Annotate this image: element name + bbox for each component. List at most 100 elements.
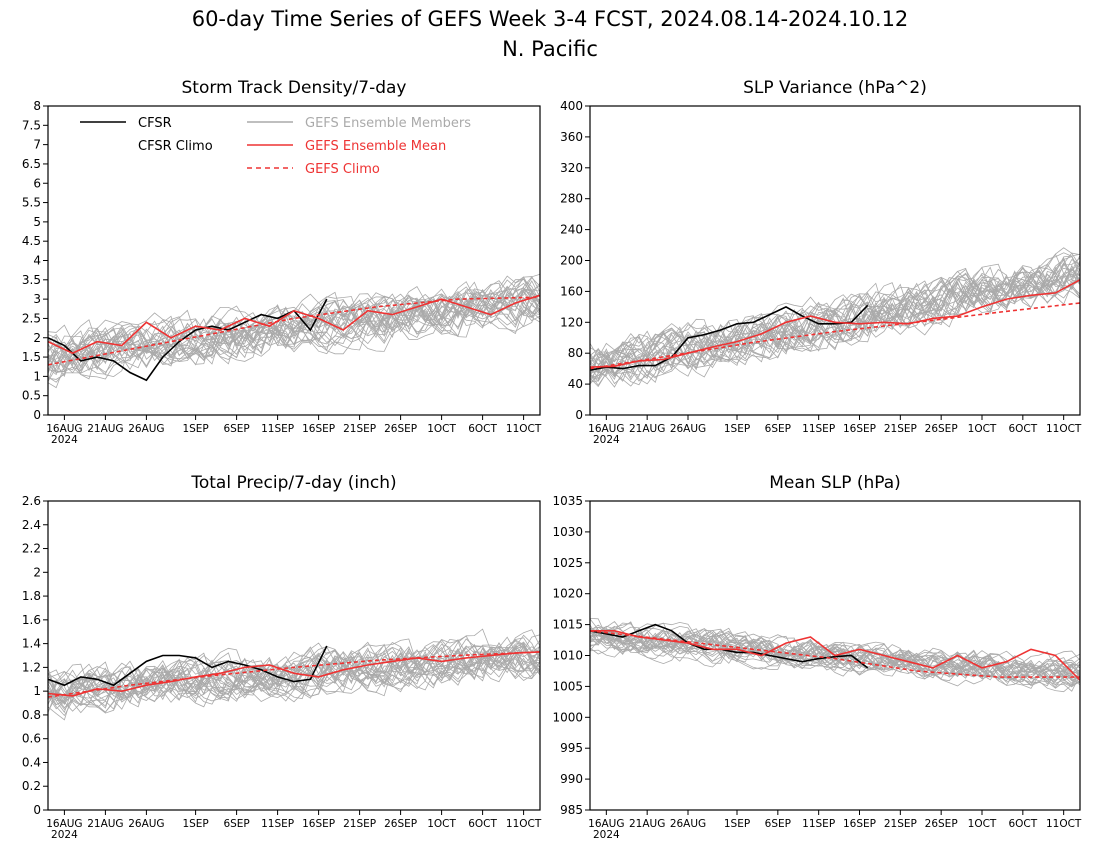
y-tick-label: 3.5 <box>22 273 41 287</box>
y-tick-label: 1.2 <box>22 660 41 674</box>
x-tick-label: 11OCT <box>1046 818 1082 830</box>
x-tick-label: 6OCT <box>1008 423 1037 435</box>
ensemble-member-line <box>589 622 1081 686</box>
x-tick-label: 21SEP <box>343 423 376 435</box>
x-year-label: 2024 <box>593 829 620 841</box>
y-tick-label: 320 <box>560 161 583 175</box>
y-tick-label: 2.6 <box>22 494 41 508</box>
x-tick-label: 6SEP <box>765 423 791 435</box>
ensemble-members <box>47 273 541 389</box>
ensemble-member-line <box>47 635 541 702</box>
figure-title: 60-day Time Series of GEFS Week 3-4 FCST… <box>192 7 909 31</box>
y-tick-label: 3 <box>33 292 41 306</box>
ensemble-member-line <box>589 267 1081 385</box>
series-cfsr <box>47 645 328 687</box>
panel-title: SLP Variance (hPa^2) <box>743 78 927 98</box>
x-tick-label: 6SEP <box>223 818 249 830</box>
x-tick-label: 26SEP <box>384 423 417 435</box>
x-year-label: 2024 <box>51 434 78 446</box>
y-tick-label: 0 <box>575 408 583 422</box>
y-tick-label: 120 <box>560 315 583 329</box>
y-tick-label: 5 <box>33 215 41 229</box>
ensemble-member-line <box>589 263 1081 381</box>
series-ens-mean <box>590 629 1081 681</box>
ensemble-member-line <box>589 633 1081 681</box>
y-tick-label: 1005 <box>552 679 583 693</box>
x-tick-label: 11SEP <box>802 423 835 435</box>
y-tick-label: 0.8 <box>22 708 41 722</box>
y-tick-label: 1010 <box>552 649 583 663</box>
x-tick-label: 26SEP <box>384 818 417 830</box>
x-tick-label: 6OCT <box>468 818 497 830</box>
x-tick-label: 1OCT <box>968 423 997 435</box>
y-tick-label: 0 <box>33 408 41 422</box>
y-tick-label: 1020 <box>552 587 583 601</box>
panel-1: Storm Track Density/7-day 0 0.5 1 1.5 2 2.5 3 3.… <box>22 78 542 446</box>
series-cfsr <box>589 623 869 669</box>
y-tick-label: 6 <box>33 176 41 190</box>
y-tick-label: 360 <box>560 130 583 144</box>
x-tick-label: 6SEP <box>765 818 791 830</box>
y-tick-label: 1030 <box>552 525 583 539</box>
ensemble-member-line <box>589 252 1081 381</box>
x-tick-label: 26SEP <box>925 818 958 830</box>
y-tick-label: 240 <box>560 223 583 237</box>
ensemble-member-line <box>589 262 1081 377</box>
y-tick-label: 995 <box>560 741 583 755</box>
legend-label-cfsr-climo: CFSR Climo <box>138 139 213 154</box>
x-tick-label: 16SEP <box>843 818 876 830</box>
y-tick-label: 2 <box>33 331 41 345</box>
y-tick-label: 8 <box>33 99 41 113</box>
ensemble-member-line <box>589 255 1081 382</box>
panel-2: SLP Variance (hPa^2) 0 40 80 120 160 200 240 280… <box>560 78 1082 446</box>
ensemble-member-line <box>589 634 1081 680</box>
x-tick-label: 1SEP <box>724 818 750 830</box>
x-tick-label: 1OCT <box>427 818 456 830</box>
legend-label-ens-mean: GEFS Ensemble Mean <box>305 139 446 154</box>
ensemble-member-line <box>47 289 541 369</box>
y-tick-label: 1 <box>33 369 41 383</box>
y-tick-label: 1.4 <box>22 637 41 651</box>
x-tick-label: 6SEP <box>223 423 249 435</box>
legend-label-cfsr: CFSR <box>138 116 172 131</box>
ensemble-member-line <box>589 252 1081 385</box>
x-year-label: 2024 <box>51 829 78 841</box>
y-tick-label: 0.2 <box>22 779 41 793</box>
y-tick-label: 5.5 <box>22 196 41 210</box>
y-tick-label: 4.5 <box>22 234 41 248</box>
x-tick-label: 11OCT <box>506 818 542 830</box>
ensemble-member-line <box>47 286 541 365</box>
y-tick-label: 2.2 <box>22 542 41 556</box>
y-tick-label: 0.4 <box>22 755 41 769</box>
figure-subtitle: N. Pacific <box>502 37 598 61</box>
y-tick-label: 2 <box>33 565 41 579</box>
ensemble-members <box>589 618 1081 693</box>
ensemble-member-line <box>589 253 1081 378</box>
x-tick-label: 11OCT <box>1046 423 1082 435</box>
ensemble-members <box>589 247 1081 388</box>
y-tick-label: 200 <box>560 254 583 268</box>
axis-frame <box>47 500 541 811</box>
ensemble-member-line <box>589 273 1081 388</box>
ensemble-member-line <box>589 264 1081 381</box>
x-tick-label: 11SEP <box>802 818 835 830</box>
ensemble-member-line <box>47 293 541 383</box>
y-tick-label: 7 <box>33 138 41 152</box>
y-tick-label: 985 <box>560 803 583 817</box>
y-tick-label: 0 <box>33 803 41 817</box>
series-gefs-climo <box>589 302 1081 370</box>
x-tick-label: 16SEP <box>843 423 876 435</box>
y-tick-label: 2.4 <box>22 518 41 532</box>
x-tick-label: 16AUG <box>46 423 82 435</box>
series-ens-mean <box>47 651 541 697</box>
x-tick-label: 16SEP <box>302 818 335 830</box>
ensemble-member-line <box>589 630 1081 676</box>
series-cfsr <box>589 304 869 371</box>
y-tick-label: 4 <box>33 254 41 268</box>
ensemble-member-line <box>589 628 1081 688</box>
x-tick-label: 16SEP <box>302 423 335 435</box>
y-tick-label: 80 <box>568 346 583 360</box>
ensemble-member-line <box>47 281 541 371</box>
y-tick-label: 160 <box>560 284 583 298</box>
